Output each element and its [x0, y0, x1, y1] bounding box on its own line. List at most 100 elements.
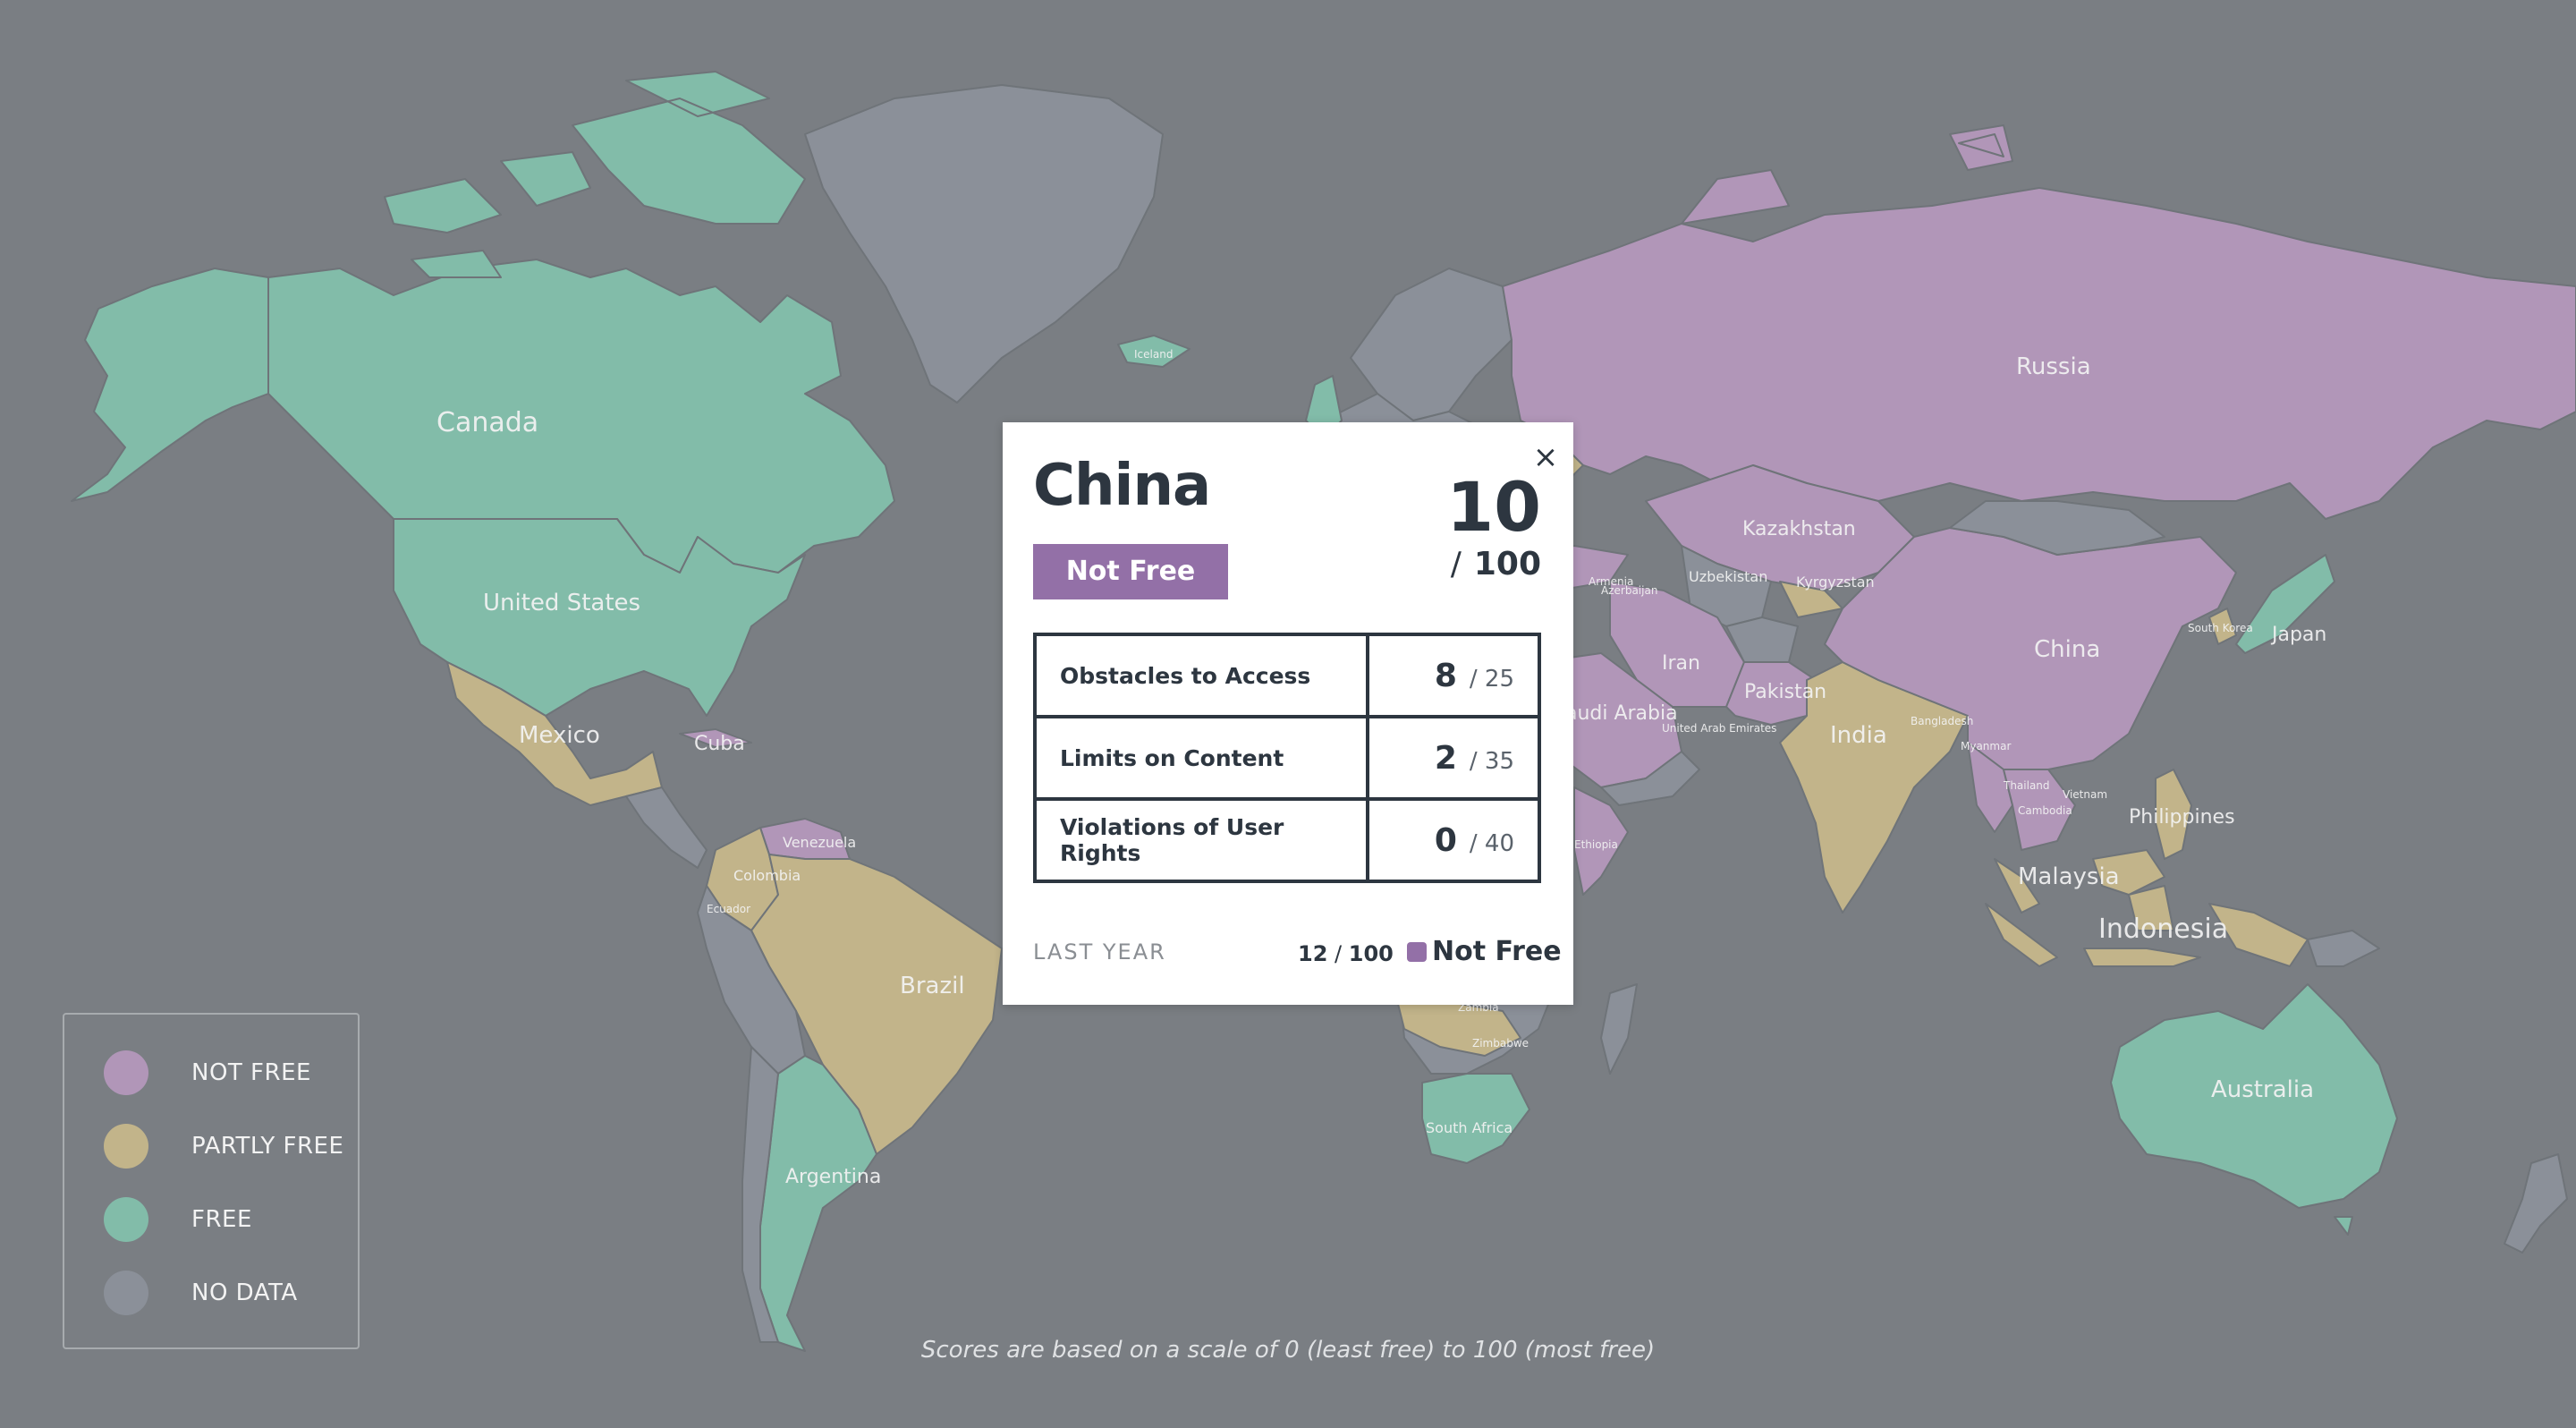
- map-label-azerbaijan: Azerbaijan: [1601, 584, 1657, 597]
- category-max: 35: [1484, 747, 1514, 775]
- country-afghanistan[interactable]: [1725, 616, 1799, 663]
- map-label-south-africa: South Africa: [1426, 1119, 1513, 1136]
- map-label-japan: Japan: [2270, 624, 2326, 646]
- country-scandinavia[interactable]: [1350, 268, 1513, 421]
- table-row: Limits on Content 2/ 35: [1033, 715, 1541, 801]
- map-label-cambodia: Cambodia: [2018, 804, 2072, 817]
- map-label-china: China: [2034, 636, 2100, 663]
- map-label-russia: Russia: [2016, 353, 2091, 380]
- legend-item-free: FREE: [104, 1197, 354, 1242]
- category-label: Violations of User Rights: [1033, 797, 1369, 883]
- country-madagascar[interactable]: [1600, 983, 1638, 1075]
- map-label-iceland: Iceland: [1134, 348, 1173, 361]
- country-greenland[interactable]: [804, 84, 1164, 404]
- legend-swatch: [104, 1050, 148, 1095]
- country-yemen-oman[interactable]: [1600, 751, 1700, 806]
- country-australia[interactable]: [2110, 983, 2398, 1209]
- map-label-canada: Canada: [436, 407, 538, 438]
- country-russia-arctic[interactable]: [1681, 124, 2013, 225]
- legend-item-not-free: NOT FREE: [104, 1050, 354, 1095]
- map-label-ethiopia: Ethiopia: [1574, 838, 1618, 851]
- map-label-bangladesh: Bangladesh: [1911, 715, 1973, 727]
- country-alaska[interactable]: [71, 268, 269, 502]
- country-chile[interactable]: [741, 1046, 779, 1343]
- map-label-ecuador: Ecuador: [707, 903, 750, 915]
- country-new-zealand[interactable]: [2504, 1153, 2568, 1254]
- map-label-venezuela: Venezuela: [783, 834, 856, 851]
- category-score: 8: [1434, 657, 1457, 694]
- category-label: Obstacles to Access: [1033, 633, 1369, 718]
- map-label-philippines: Philippines: [2129, 806, 2235, 829]
- country-cuba[interactable]: [679, 728, 752, 748]
- category-scores-table: Obstacles to Access 8/ 25 Limits on Cont…: [1033, 633, 1541, 883]
- category-max: 40: [1484, 829, 1514, 857]
- legend-label: FREE: [191, 1206, 252, 1233]
- category-score-cell: 2/ 35: [1366, 715, 1541, 801]
- map-label-kazakhstan: Kazakhstan: [1742, 518, 1856, 540]
- country-papua[interactable]: [2307, 930, 2380, 967]
- map-label-brazil: Brazil: [900, 973, 965, 999]
- map-label-saudi-arabia: Saudi Arabia: [1553, 702, 1678, 725]
- map-label-myanmar: Myanmar: [1961, 740, 2011, 752]
- country-korea[interactable]: [2208, 608, 2237, 645]
- popup-score-max: /100: [1450, 546, 1541, 582]
- popup-total-score: 10: [1446, 467, 1541, 547]
- last-year-score-max: 100: [1348, 941, 1394, 966]
- map-label-cuba: Cuba: [694, 733, 745, 755]
- category-score-cell: 8/ 25: [1366, 633, 1541, 718]
- category-max: 25: [1484, 665, 1514, 693]
- country-japan[interactable]: [2235, 554, 2335, 654]
- country-indonesia[interactable]: [1985, 885, 2309, 967]
- legend-swatch: [104, 1124, 148, 1169]
- map-label-armenia: Armenia: [1589, 575, 1633, 588]
- map-label-mexico: Mexico: [519, 722, 600, 749]
- map-label-iran: Iran: [1662, 652, 1700, 675]
- map-label-uzbekistan: Uzbekistan: [1689, 568, 1767, 585]
- map-label-australia: Australia: [2211, 1076, 2314, 1103]
- country-south-africa[interactable]: [1421, 1073, 1530, 1164]
- country-tasmania[interactable]: [2334, 1216, 2353, 1236]
- country-malaysia[interactable]: [1994, 849, 2165, 914]
- country-pakistan[interactable]: [1725, 661, 1817, 726]
- country-myanmar[interactable]: [1967, 742, 2013, 833]
- last-year-status-swatch: [1407, 942, 1427, 962]
- status-badge: Not Free: [1033, 544, 1228, 599]
- map-label-indonesia: Indonesia: [2098, 914, 2228, 945]
- map-label-vietnam: Vietnam: [2063, 788, 2107, 801]
- country-popup: × China Not Free 10 /100 Obstacles to Ac…: [1003, 422, 1573, 1005]
- legend-label: NO DATA: [191, 1279, 298, 1306]
- map-label-argentina: Argentina: [785, 1166, 881, 1188]
- map-label-pakistan: Pakistan: [1744, 681, 1826, 703]
- last-year-status: Not Free: [1432, 936, 1562, 967]
- country-africa-east[interactable]: [1573, 786, 1629, 896]
- close-icon[interactable]: ×: [1532, 439, 1559, 475]
- last-year-label: LAST YEAR: [1033, 939, 1166, 965]
- category-score: 2: [1434, 739, 1457, 777]
- country-thailand-vietnam[interactable]: [2003, 769, 2076, 851]
- map-label-kyrgyzstan: Kyrgyzstan: [1796, 574, 1875, 591]
- legend-swatch: [104, 1197, 148, 1242]
- map-label-malaysia: Malaysia: [2018, 863, 2120, 890]
- scale-footnote: Scores are based on a scale of 0 (least …: [920, 1337, 1656, 1364]
- country-iceland[interactable]: [1117, 335, 1191, 368]
- popup-score-max-value: 100: [1473, 546, 1541, 582]
- table-row: Obstacles to Access 8/ 25: [1033, 633, 1541, 718]
- country-canada-islands[interactable]: [384, 71, 806, 278]
- category-label: Limits on Content: [1033, 715, 1369, 801]
- map-label-colombia: Colombia: [733, 867, 801, 884]
- last-year-score-value: 12: [1298, 941, 1328, 966]
- category-score: 0: [1434, 821, 1457, 859]
- map-label-india: India: [1830, 722, 1887, 749]
- country-russia[interactable]: [1502, 187, 2576, 520]
- map-label-united-states: United States: [483, 590, 640, 616]
- map-label-south-korea: South Korea: [2188, 622, 2253, 634]
- legend-label: PARTLY FREE: [191, 1133, 344, 1160]
- last-year-score: 12 / 100: [1298, 941, 1394, 966]
- country-philippines[interactable]: [2155, 769, 2192, 860]
- country-central-america[interactable]: [625, 786, 708, 869]
- category-score-cell: 0/ 40: [1366, 797, 1541, 883]
- map-label-zimbabwe: Zimbabwe: [1472, 1037, 1529, 1050]
- country-mongolia[interactable]: [1949, 500, 2165, 556]
- map-legend: NOT FREE PARTLY FREE FREE NO DATA: [63, 1013, 360, 1349]
